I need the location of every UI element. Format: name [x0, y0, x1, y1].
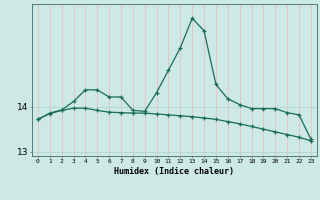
- X-axis label: Humidex (Indice chaleur): Humidex (Indice chaleur): [115, 167, 234, 176]
